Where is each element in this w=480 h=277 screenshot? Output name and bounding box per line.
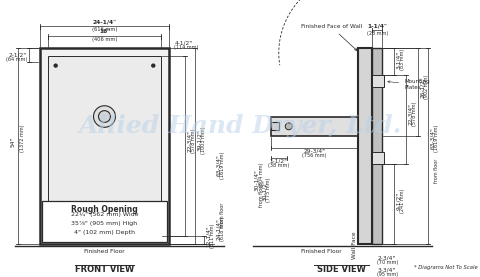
Text: 22¼" (562 mm) Wide: 22¼" (562 mm) Wide: [71, 212, 138, 217]
Text: Finished Floor: Finished Floor: [301, 249, 342, 254]
Text: (578 mm): (578 mm): [191, 129, 196, 153]
Text: 1-1/2": 1-1/2": [270, 159, 288, 164]
Text: 22-3/4": 22-3/4": [408, 102, 413, 125]
Bar: [372, 75, 384, 87]
Text: 2-1/2": 2-1/2": [9, 52, 27, 57]
Text: from floor: from floor: [259, 183, 264, 207]
Text: 63-3/4": 63-3/4": [430, 127, 435, 149]
Text: 29-3/4": 29-3/4": [304, 149, 325, 154]
Circle shape: [152, 225, 155, 228]
Circle shape: [152, 64, 155, 67]
Text: (406 mm): (406 mm): [92, 37, 117, 42]
Text: 2-3/4": 2-3/4": [377, 256, 396, 261]
Text: Mounting
Plates: Mounting Plates: [388, 79, 430, 90]
Text: (618 mm): (618 mm): [220, 217, 225, 241]
Bar: [48, 56, 161, 236]
Text: (114 mm): (114 mm): [174, 45, 199, 50]
Text: (1372 mm): (1372 mm): [20, 124, 25, 152]
Text: 26-1/2": 26-1/2": [420, 76, 425, 98]
Text: 39-1/2": 39-1/2": [197, 129, 202, 151]
Text: 3-3/4": 3-3/4": [377, 267, 396, 272]
Text: Finished Face of Wall: Finished Face of Wall: [300, 24, 362, 50]
Circle shape: [54, 225, 57, 228]
Circle shape: [98, 111, 110, 122]
Text: FRONT VIEW: FRONT VIEW: [75, 265, 134, 274]
Circle shape: [94, 106, 115, 127]
Text: 35⅞" (905 mm) High: 35⅞" (905 mm) High: [72, 221, 138, 226]
Bar: [40, 48, 169, 244]
Text: 1-1/4": 1-1/4": [368, 23, 387, 29]
Text: SIDE VIEW: SIDE VIEW: [317, 265, 366, 274]
Text: 9-1/2": 9-1/2": [396, 192, 401, 210]
Text: (756 mm): (756 mm): [302, 153, 327, 158]
Bar: [372, 152, 384, 163]
Text: (28 mm): (28 mm): [367, 31, 388, 36]
Text: 24-1/4": 24-1/4": [216, 218, 221, 240]
Text: (70 mm): (70 mm): [377, 260, 399, 265]
Bar: [42, 201, 167, 242]
Text: 30-1/2": 30-1/2": [263, 179, 267, 201]
Text: (616 mm): (616 mm): [92, 27, 117, 32]
Text: (902 mm): (902 mm): [424, 75, 429, 99]
Text: 16": 16": [99, 29, 110, 34]
Text: Rough Opening: Rough Opening: [71, 205, 138, 214]
Text: from floor: from floor: [434, 158, 439, 183]
Text: 30-1/4": 30-1/4": [254, 169, 259, 191]
Text: (83 mm): (83 mm): [400, 49, 405, 70]
Text: 3-1/4": 3-1/4": [396, 51, 401, 69]
Bar: [359, 48, 372, 244]
Bar: [372, 48, 383, 244]
Text: Allied Hand Dryer, Ltd.: Allied Hand Dryer, Ltd.: [79, 114, 403, 138]
Text: (804 mm): (804 mm): [259, 163, 264, 188]
Text: (38 mm): (38 mm): [268, 163, 289, 168]
Text: (775 mm): (775 mm): [266, 178, 271, 202]
Bar: [271, 117, 359, 136]
Text: 12-1/4": 12-1/4": [206, 225, 211, 247]
Text: (64 mm): (64 mm): [6, 57, 27, 62]
Text: 22-3/4": 22-3/4": [187, 130, 192, 152]
Circle shape: [285, 123, 292, 130]
Text: (241 mm): (241 mm): [400, 189, 405, 213]
Text: 63-3/4": 63-3/4": [216, 155, 221, 176]
Circle shape: [54, 64, 57, 67]
Text: 4" (102 mm) Depth: 4" (102 mm) Depth: [74, 230, 135, 235]
Text: (311 mm): (311 mm): [210, 224, 215, 248]
Text: 24-1/4": 24-1/4": [93, 19, 117, 24]
Text: * Diagrams Not To Scale: * Diagrams Not To Scale: [414, 265, 478, 270]
Text: 54": 54": [11, 137, 16, 147]
Text: (95 mm): (95 mm): [377, 272, 398, 277]
Text: (1003 mm): (1003 mm): [201, 126, 206, 154]
Text: Wall Face: Wall Face: [352, 231, 357, 259]
Text: Finished Floor: Finished Floor: [84, 249, 125, 254]
Text: (1619 mm): (1619 mm): [434, 124, 439, 152]
Text: (578 mm): (578 mm): [412, 101, 417, 126]
Text: (1619 mm): (1619 mm): [220, 152, 225, 179]
Text: 4-1/2": 4-1/2": [174, 41, 192, 46]
Text: from floor: from floor: [220, 202, 225, 227]
Bar: [271, 122, 279, 130]
